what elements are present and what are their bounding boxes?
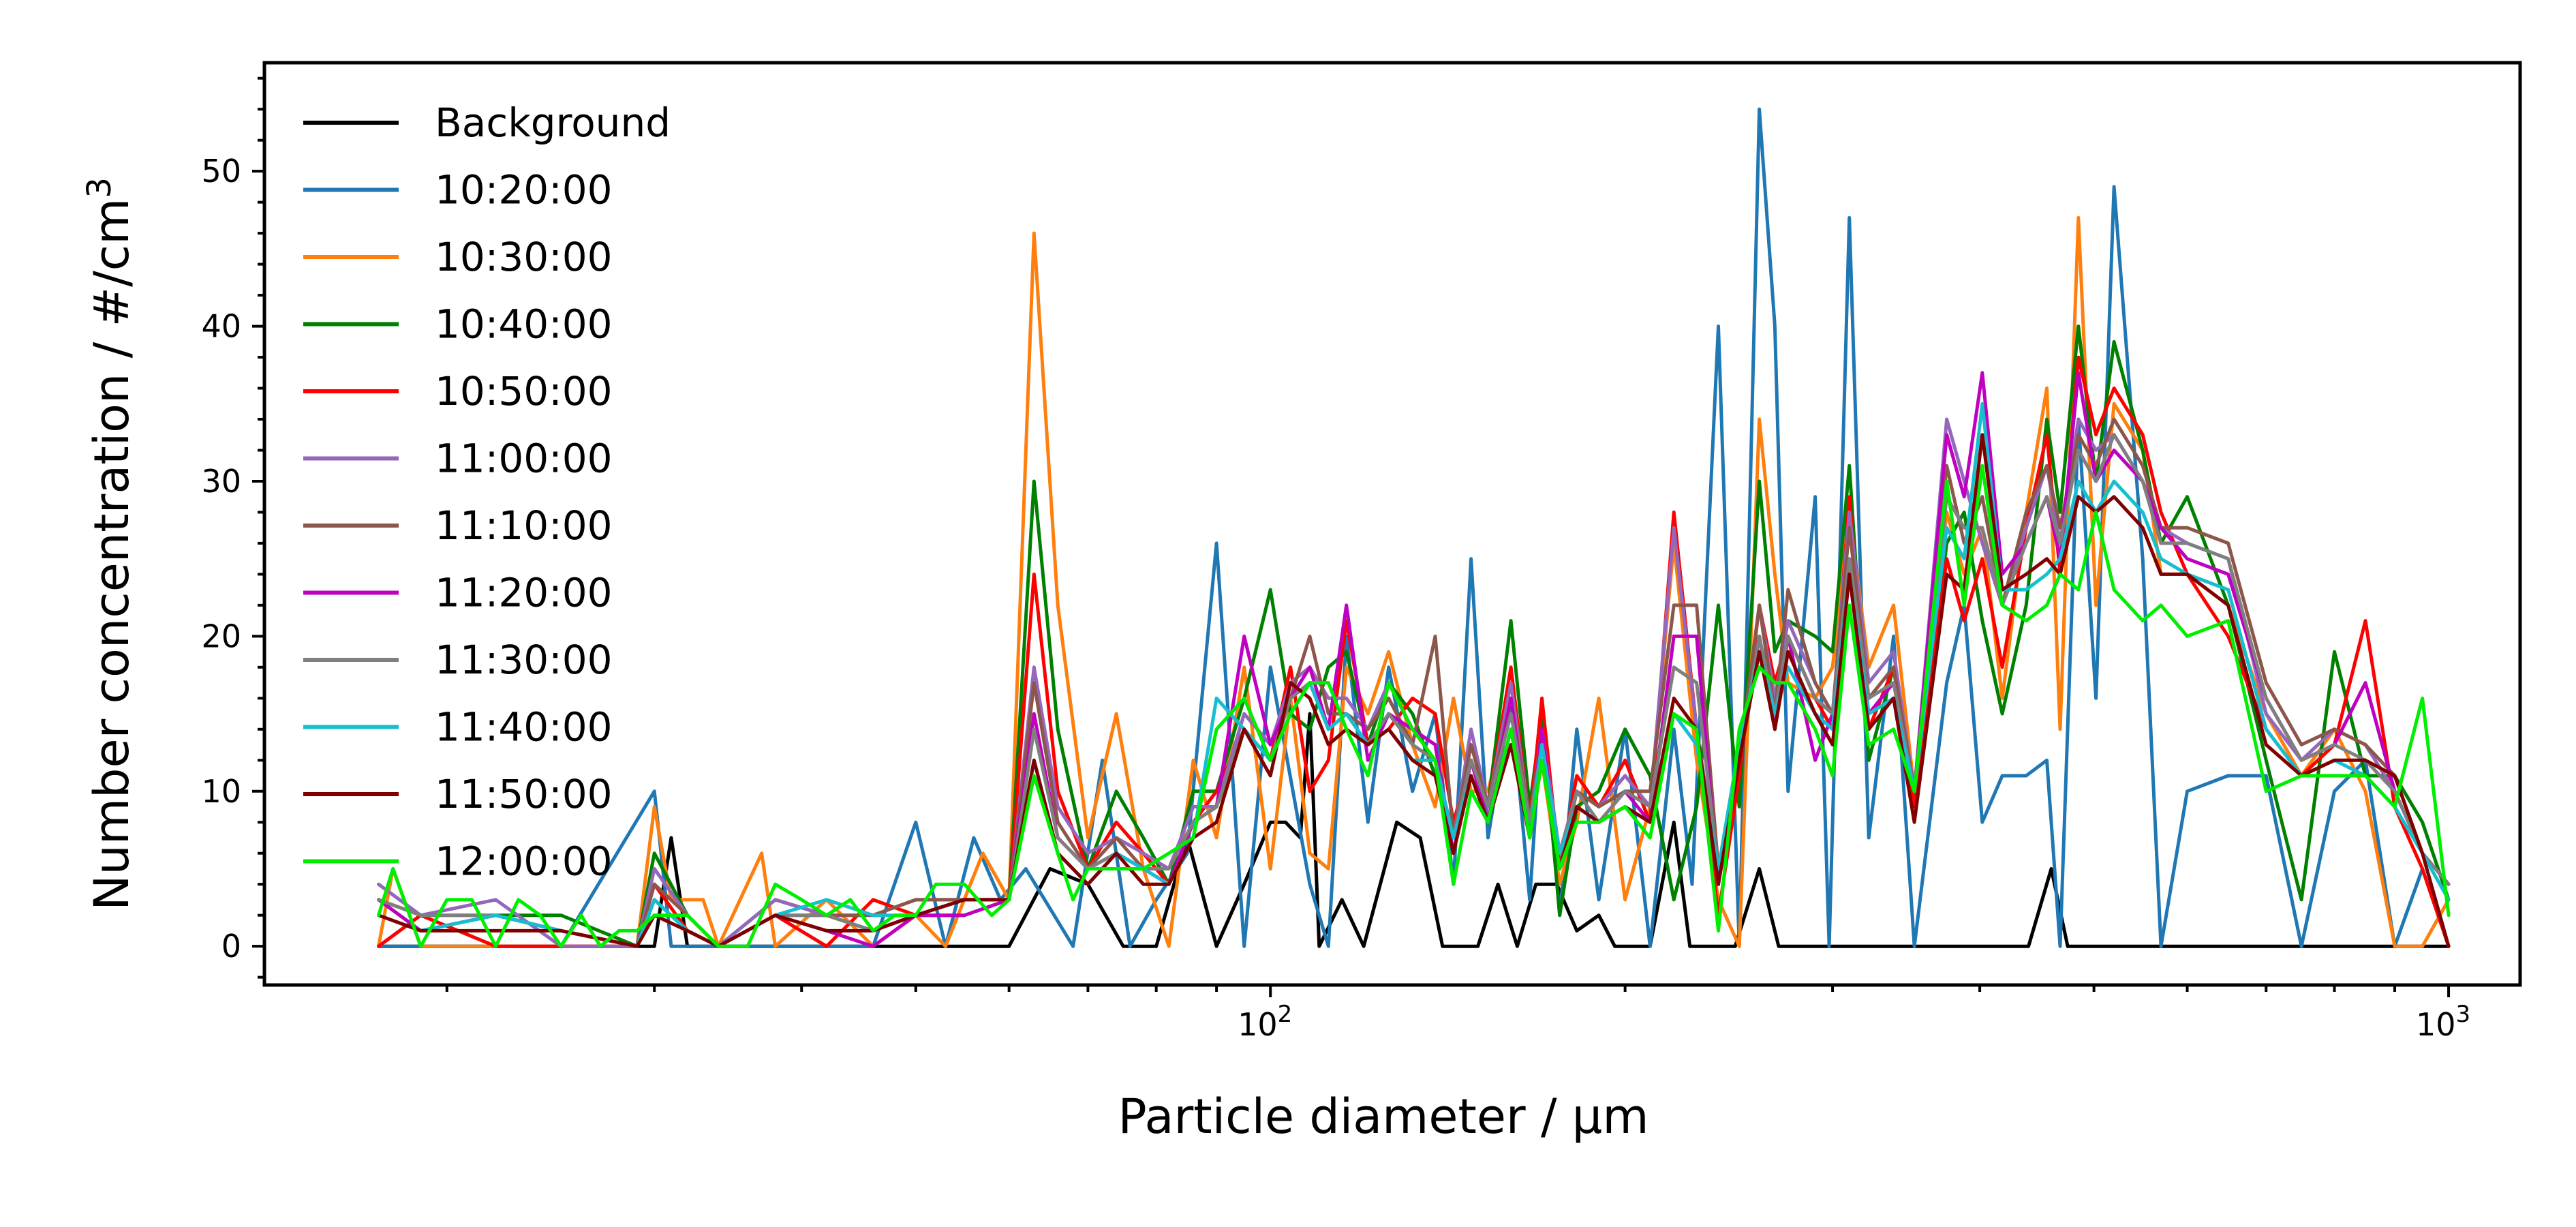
legend-label: 10:40:00 (435, 301, 613, 348)
series-line-11 (377, 464, 2451, 948)
y-tick-label: 20 (201, 618, 241, 654)
legend-label: 10:30:00 (435, 234, 613, 280)
legend-label: 11:50:00 (435, 771, 613, 817)
legend-label: 10:50:00 (435, 368, 613, 414)
legend-label: 11:00:00 (435, 436, 613, 482)
y-tick-label: 30 (201, 463, 241, 500)
series-line-2 (377, 215, 2451, 948)
legend: Background 10:20:00 10:30:00 10:40:00 10:50:… (303, 100, 671, 885)
x-tick-label: 102 (1238, 1001, 1292, 1043)
y-tick-label: 0 (221, 928, 241, 965)
legend-label: 11:30:00 (435, 637, 613, 683)
y-axis: 0 10 20 30 40 50 (201, 76, 264, 979)
x-axis: 102 103 (445, 985, 2470, 1043)
y-tick-label: 50 (201, 153, 241, 190)
legend-label: 11:10:00 (435, 502, 613, 549)
plot-frame (262, 61, 2522, 987)
y-axis-title: Number concentration / #/cm3 (80, 177, 140, 911)
legend-label: Background (435, 100, 671, 146)
legend-label: 10:20:00 (435, 167, 613, 213)
series-line-3 (377, 324, 2451, 948)
x-axis-title: Particle diameter / μm (1118, 1089, 1649, 1145)
legend-label: 12:00:00 (435, 838, 613, 885)
y-tick-label: 10 (201, 773, 241, 810)
legend-label: 11:40:00 (435, 704, 613, 751)
series-line-1 (377, 107, 2451, 948)
series-line-0 (377, 712, 2451, 948)
y-tick-label: 40 (201, 308, 241, 345)
plot-area (377, 107, 2451, 948)
x-tick-label: 103 (2416, 1001, 2470, 1043)
legend-label: 11:20:00 (435, 570, 613, 616)
